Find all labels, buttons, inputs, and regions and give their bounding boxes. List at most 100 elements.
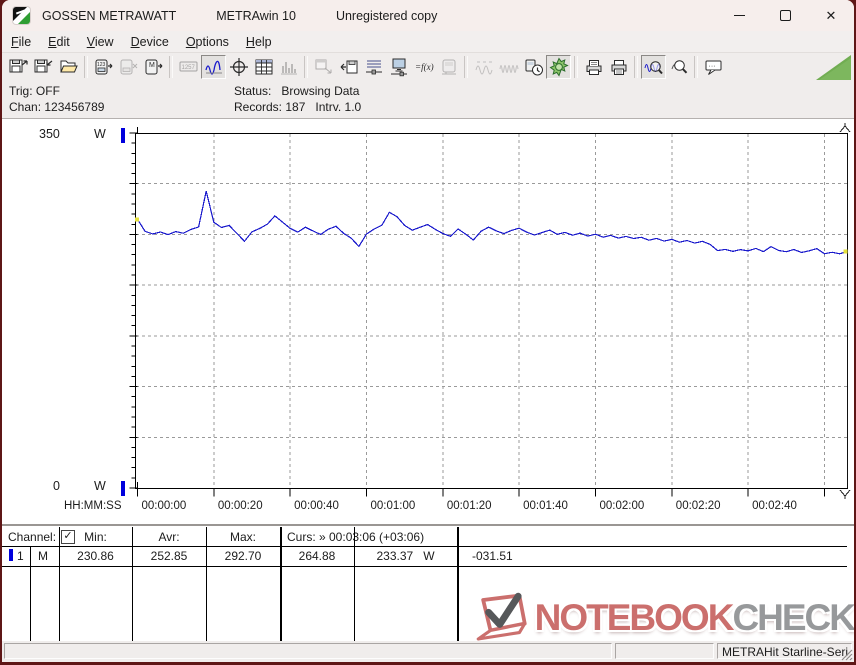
- bar-graph-button: [276, 55, 301, 79]
- zoom-wave-button[interactable]: [641, 54, 666, 79]
- read-device-m-button[interactable]: M: [141, 55, 166, 79]
- crosshair-view-button[interactable]: [226, 55, 251, 79]
- resize-grip[interactable]: [840, 648, 853, 661]
- maximize-button[interactable]: [762, 0, 808, 31]
- toolbar-separator: [304, 55, 308, 78]
- col-header-min: Min:: [84, 530, 107, 544]
- save-as-button[interactable]: [31, 55, 56, 79]
- save-button[interactable]: [6, 55, 31, 79]
- x-axis-label: HH:MM:SS: [64, 500, 122, 512]
- x-tick-label: 00:02:40: [752, 500, 797, 512]
- table-view-button[interactable]: [251, 55, 276, 79]
- formula-icon: =f(x): [415, 62, 434, 72]
- chart-panel[interactable]: 350 W 0 W HH:MM:SS 00:00:00 00:00:20 00:00…: [2, 119, 854, 524]
- channel-table: Channel: ✓ Min: Avr: Max: Curs: » 00:03:…: [2, 524, 854, 641]
- monitor-setup-button[interactable]: [386, 55, 411, 79]
- status-panel: Trig: OFF Chan: 123456789 Status: Browsi…: [2, 80, 854, 119]
- save-as-icon: [34, 59, 52, 72]
- print-preview-icon: [586, 59, 601, 75]
- monitor-setup-icon: [390, 58, 407, 76]
- power-trend-chart[interactable]: [2, 119, 854, 524]
- table-divider: [2, 566, 847, 567]
- print-button[interactable]: [606, 55, 631, 79]
- toolbar-separator: [694, 55, 698, 78]
- read-device-123-button[interactable]: 123: [91, 55, 116, 79]
- menu-help[interactable]: Help: [245, 34, 272, 49]
- cell-max: 292.70: [224, 549, 262, 563]
- device-offline-button: [116, 55, 141, 79]
- table-divider: [59, 527, 60, 641]
- lcd-display-button: 1257: [176, 55, 201, 79]
- y-axis-unit-bottom: W: [94, 479, 106, 493]
- menu-file[interactable]: File: [11, 34, 32, 49]
- app-subtitle: METRAwin 10: [216, 8, 296, 23]
- open-folder-button[interactable]: [56, 55, 81, 79]
- cell-channel-mode: M: [38, 549, 48, 563]
- save-to-device-icon: [340, 60, 357, 73]
- records-status: Records: 187 Intrv. 1.0: [234, 100, 362, 114]
- save-icon: [9, 59, 28, 72]
- close-button[interactable]: ✕: [808, 0, 854, 31]
- x-tick-label: 00:01:00: [370, 500, 416, 512]
- x-tick-label: 00:02:20: [675, 500, 721, 512]
- zoom-out-icon: [671, 59, 687, 73]
- table-view-icon: [255, 59, 272, 74]
- toolbar-separator: [574, 55, 578, 78]
- annotation-button[interactable]: ···: [701, 55, 726, 79]
- trend-view-button[interactable]: [201, 54, 226, 79]
- browse-status: Status: Browsing Data: [234, 84, 360, 98]
- read-device-123-icon: 123: [95, 59, 112, 74]
- trend-view-icon: [204, 60, 222, 75]
- x-tick-label: 00:00:40: [294, 500, 339, 512]
- minimize-icon: [733, 15, 745, 16]
- close-icon: ✕: [825, 8, 837, 23]
- col-header-max: Max:: [229, 530, 256, 544]
- svg-text:123: 123: [97, 62, 106, 68]
- toolbar: 123 M 1257 =f(x) ···: [2, 52, 854, 80]
- menu-options[interactable]: Options: [185, 34, 229, 49]
- export-window-button: [311, 55, 336, 79]
- statusbar-section-middle: [615, 643, 714, 659]
- device-setup-icon: [441, 59, 456, 74]
- menu-device[interactable]: Device: [130, 34, 169, 49]
- time-setup-icon: [525, 59, 543, 75]
- x-tick-label: 00:02:00: [599, 500, 645, 512]
- cell-channel-num: 1: [17, 549, 24, 563]
- save-to-device-button[interactable]: [336, 55, 361, 79]
- x-tick-label: 00:01:40: [523, 500, 568, 512]
- col-header-avr: Avr:: [158, 530, 180, 544]
- online-mode-button[interactable]: [546, 54, 571, 79]
- table-divider: [457, 527, 459, 641]
- time-setup-button[interactable]: [521, 55, 546, 79]
- online-mode-icon: [549, 56, 569, 77]
- maximize-icon: [779, 10, 791, 21]
- wave-multi-button: [496, 55, 521, 79]
- x-tick-label: 00:01:20: [446, 500, 492, 512]
- cell-delta: -031.51: [472, 549, 513, 563]
- wave-single-button: [471, 55, 496, 79]
- minimize-button[interactable]: [716, 0, 762, 31]
- menu-view[interactable]: View: [86, 34, 114, 49]
- device-offline-icon: [120, 59, 137, 74]
- wave-multi-icon: [499, 64, 518, 73]
- channel-color-marker: [9, 549, 13, 561]
- open-folder-icon: [59, 60, 78, 72]
- channel-list-icon: [365, 60, 382, 74]
- channel-checkbox[interactable]: ✓: [61, 530, 75, 544]
- x-tick-label: 00:00:20: [217, 500, 263, 512]
- channel-status: Chan: 123456789: [9, 100, 105, 114]
- formula-button[interactable]: =f(x): [411, 55, 436, 79]
- channel-list-button[interactable]: [361, 55, 386, 79]
- cell-cursor-a: 264.88: [298, 549, 336, 563]
- title-bar: GOSSEN METRAWATT METRAwin 10 Unregistere…: [2, 0, 854, 31]
- menu-edit[interactable]: Edit: [48, 34, 70, 49]
- level-indicator-icon: [816, 55, 851, 80]
- device-setup-button: [436, 55, 461, 79]
- zoom-out-button[interactable]: [666, 55, 691, 79]
- svg-text:M: M: [149, 62, 155, 69]
- print-preview-button[interactable]: [581, 55, 606, 79]
- laptop-check-icon: [476, 592, 527, 641]
- toolbar-separator: [464, 55, 468, 78]
- table-divider: [30, 546, 31, 641]
- zoom-wave-icon: [644, 60, 663, 74]
